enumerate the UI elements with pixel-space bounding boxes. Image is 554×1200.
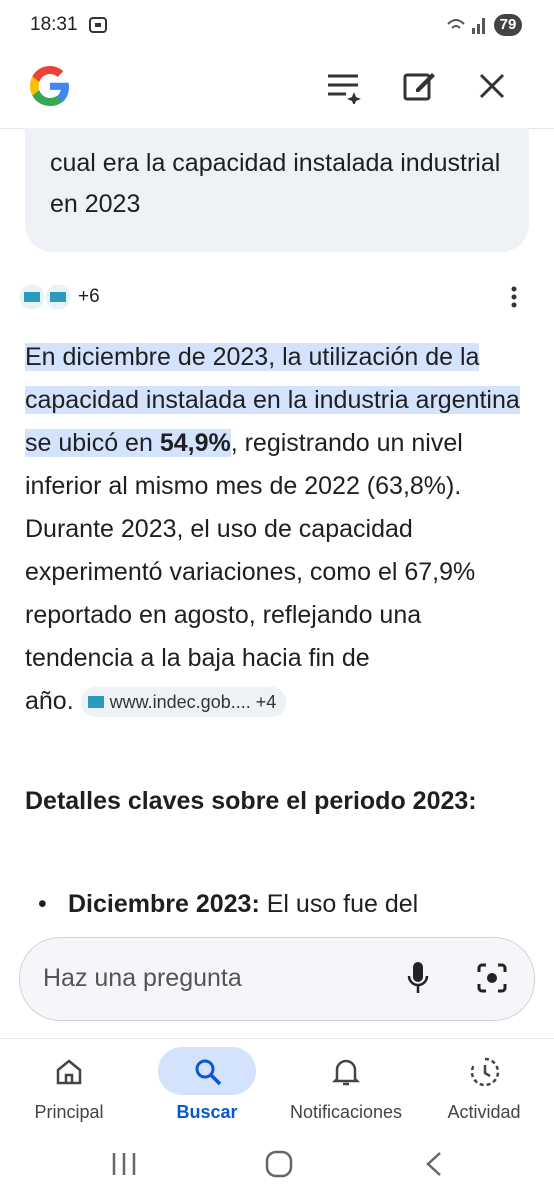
query-bubble: cual era la capacidad instalada industri… — [25, 128, 529, 252]
ask-input[interactable] — [19, 937, 535, 1021]
close-button[interactable] — [478, 72, 506, 100]
search-icon[interactable] — [193, 1057, 223, 1087]
answer-highlight-bold: 54,9% — [159, 429, 231, 457]
answer-text: , registrando un nivel inferior al mismo… — [25, 429, 476, 672]
screenshot-icon — [89, 17, 107, 33]
source-chip[interactable]: www.indec.gob.... +4 — [80, 687, 287, 718]
sources-count: +6 — [78, 286, 100, 307]
bullet: • Diciembre 2023: El uso fue del — [38, 883, 419, 926]
lens-button[interactable] — [476, 962, 508, 994]
answer-end: año. — [25, 687, 74, 715]
source-chip-more: +4 — [255, 692, 277, 713]
input-placeholder: Haz una pregunta — [43, 964, 242, 992]
system-nav — [112, 1150, 441, 1178]
source-chip-icon — [87, 696, 104, 709]
nav-label[interactable]: Buscar — [176, 1102, 238, 1122]
bullet-text: El uso fue del — [266, 890, 419, 918]
answer-highlight: En diciembre de 2023, la utilización de … — [25, 343, 520, 457]
more-button[interactable] — [508, 284, 520, 310]
mic-button[interactable] — [406, 960, 430, 996]
answer-highlight-text: En diciembre de 2023, la utilización de … — [25, 343, 520, 457]
nav-label[interactable]: Principal — [34, 1102, 104, 1122]
google-logo[interactable] — [26, 62, 74, 110]
query-text: cual era la capacidad instalada industri… — [50, 149, 501, 218]
details-heading: Detalles claves sobre el periodo 2023: — [25, 787, 477, 815]
status-time: 18:31 — [30, 14, 78, 35]
edit-button[interactable] — [402, 69, 436, 103]
activity-icon[interactable] — [469, 1056, 501, 1088]
signal-icons — [447, 18, 485, 34]
active-tab-pill — [158, 1047, 256, 1095]
history-button[interactable] — [326, 70, 362, 104]
nav-label[interactable]: Actividad — [447, 1102, 521, 1122]
answer: En diciembre de 2023, la utilización de … — [25, 336, 535, 723]
nav-label[interactable]: Notificaciones — [289, 1102, 403, 1122]
nav-divider — [0, 1038, 554, 1039]
battery: 79 — [494, 14, 522, 36]
source-avatars[interactable] — [18, 282, 74, 312]
bullet-label: Diciembre 2023: — [68, 890, 260, 918]
bell-icon[interactable] — [332, 1056, 360, 1088]
source-chip-text: www.indec.gob.... — [109, 692, 251, 713]
bullet-dot: • — [38, 890, 47, 918]
home-icon[interactable] — [55, 1058, 83, 1086]
